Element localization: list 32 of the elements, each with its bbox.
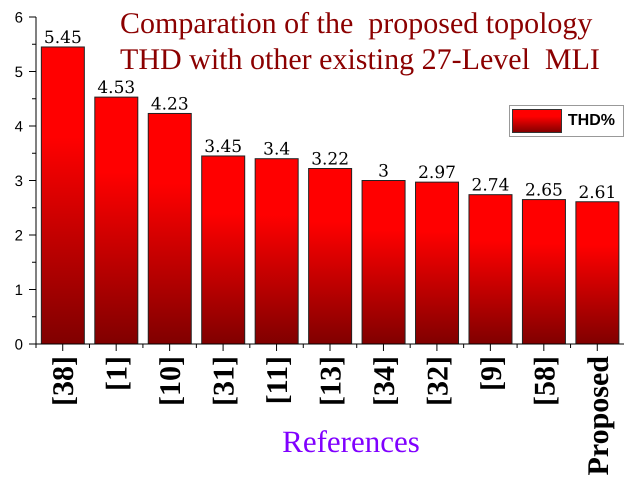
- x-tick-label: [31]: [208, 356, 241, 406]
- x-tick-label: [58]: [528, 356, 562, 406]
- data-label: 2.74: [472, 176, 510, 196]
- x-tick-label: [32]: [421, 356, 454, 406]
- y-tick-label: 0: [14, 336, 23, 354]
- data-label: 3.4: [263, 140, 290, 160]
- data-label: 3.45: [204, 136, 242, 157]
- x-tick-label: [34]: [368, 356, 401, 406]
- data-label: 4.23: [150, 94, 189, 114]
- y-tick-label: 4: [14, 118, 23, 136]
- data-label: 3: [378, 162, 389, 182]
- y-tick-label: 2: [14, 227, 23, 244]
- x-tick-label: [1]: [100, 356, 134, 391]
- legend-label: THD%: [568, 112, 615, 130]
- data-label: 2.97: [418, 163, 456, 184]
- x-tick-label: [38]: [47, 356, 80, 406]
- chart-title: Comparation of the proposed topology THD with other existing 27-Level MLI: [120, 6, 600, 78]
- y-tick-label: 6: [14, 9, 23, 26]
- y-tick-label: 5: [14, 64, 23, 81]
- data-label: 3.22: [311, 150, 350, 170]
- x-tick-label: [10]: [154, 356, 188, 406]
- x-tick-label: [13]: [314, 356, 348, 406]
- x-tick-label: Proposed: [582, 356, 615, 476]
- data-label: 2.65: [525, 180, 563, 201]
- x-tick-label: [11]: [261, 356, 294, 404]
- x-tick-label: [9]: [474, 356, 508, 391]
- data-label: 5.45: [44, 28, 82, 48]
- x-axis-title: References: [282, 424, 420, 459]
- y-tick-label: 1: [14, 282, 23, 299]
- data-label: 4.53: [97, 78, 136, 98]
- y-tick-label: 3: [14, 172, 23, 190]
- data-label: 2.61: [578, 182, 616, 203]
